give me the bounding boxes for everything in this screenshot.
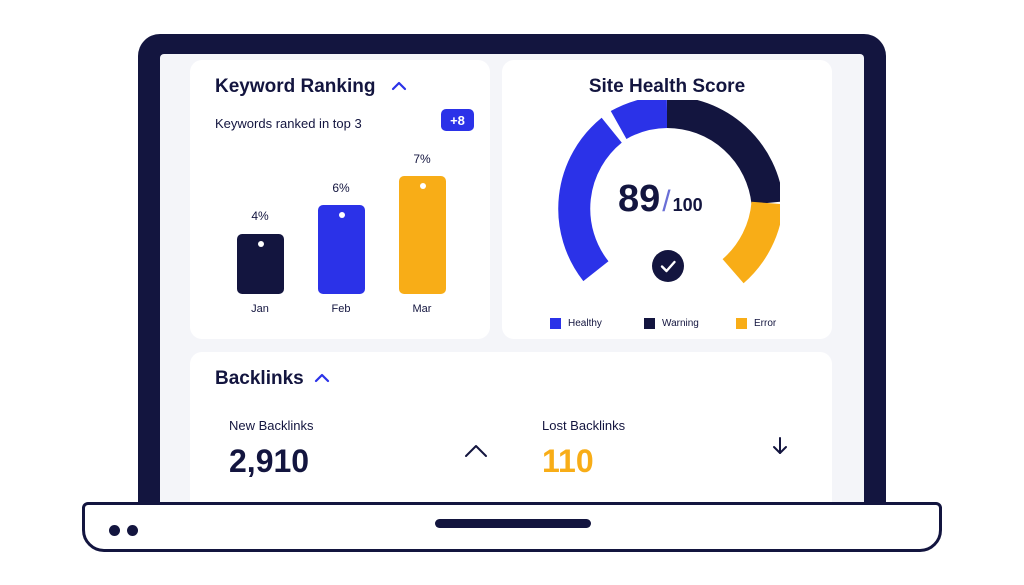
health-score: 89/100	[618, 178, 703, 221]
legend-swatch-error	[736, 318, 747, 329]
bar-value-feb: 6%	[332, 181, 350, 195]
bar-feb	[318, 205, 365, 294]
health-score-max: 100	[672, 195, 703, 215]
legend-label-warning: Warning	[662, 318, 699, 329]
chevron-up-icon[interactable]	[314, 373, 330, 383]
keyword-ranking-title: Keyword Ranking	[215, 76, 376, 97]
bar-hole	[257, 241, 264, 247]
legend-swatch-healthy	[550, 318, 561, 329]
bar-jan	[237, 234, 284, 294]
bar-mar	[399, 176, 446, 294]
keyword-subtitle: Keywords ranked in top 3	[215, 116, 362, 131]
arrow-down-icon	[773, 437, 787, 454]
legend-error: Error	[736, 318, 776, 329]
keyword-change-badge: +8	[441, 109, 474, 131]
new-backlinks-value: 2,910	[229, 443, 310, 479]
trackpad-slot	[435, 519, 591, 528]
health-score-slash: /	[662, 185, 671, 218]
lost-backlinks-value: 110	[542, 443, 594, 479]
health-score-value: 89	[618, 178, 661, 220]
backlinks-card: Backlinks New Backlinks 2,910 Lost Backl…	[190, 352, 832, 514]
legend-healthy: Healthy	[550, 318, 602, 329]
chevron-up-icon[interactable]	[391, 81, 407, 91]
bar-value-jan: 4%	[251, 209, 269, 223]
site-health-title: Site Health Score	[588, 76, 746, 97]
laptop-base	[82, 502, 942, 552]
health-gauge	[558, 100, 780, 284]
keyword-ranking-card: Keyword Ranking Keywords ranked in top 3…	[190, 60, 490, 339]
bar-category-jan: Jan	[251, 303, 269, 315]
legend-label-error: Error	[754, 318, 777, 329]
indicator-dot	[127, 525, 138, 536]
chevron-up-icon	[465, 445, 487, 457]
legend-warning: Warning	[644, 318, 699, 329]
indicator-dot	[109, 525, 120, 536]
checkmark-icon	[652, 250, 684, 282]
legend-label-healthy: Healthy	[568, 318, 602, 329]
backlinks-title: Backlinks	[215, 368, 304, 389]
site-health-card: Site Health Score 89/100 Healthy Warning	[502, 60, 832, 339]
legend-swatch-warning	[644, 318, 655, 329]
bar-category-feb: Feb	[331, 303, 351, 315]
dashboard-screen: Keyword Ranking Keywords ranked in top 3…	[160, 54, 864, 514]
bar-category-mar: Mar	[412, 303, 432, 315]
bar-value-mar: 7%	[413, 152, 431, 166]
bar-hole	[419, 183, 426, 189]
bar-hole	[338, 212, 345, 218]
lost-backlinks-label: Lost Backlinks	[542, 418, 626, 433]
new-backlinks-label: New Backlinks	[229, 418, 314, 433]
